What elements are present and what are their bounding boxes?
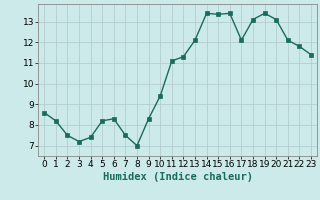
X-axis label: Humidex (Indice chaleur): Humidex (Indice chaleur)	[103, 172, 252, 182]
